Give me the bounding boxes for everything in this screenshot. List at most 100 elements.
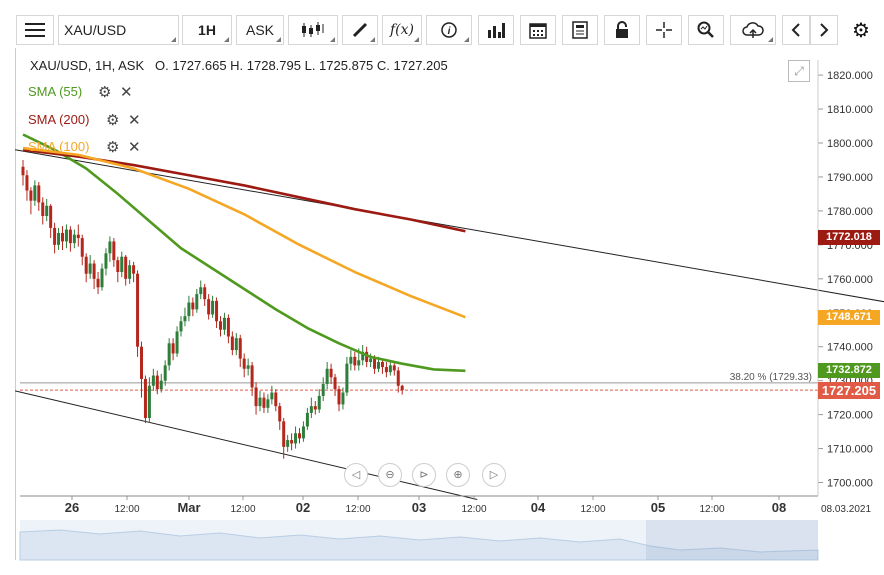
candle-body — [377, 361, 380, 369]
candle — [388, 360, 392, 376]
gear-icon[interactable]: ⚙ — [106, 139, 120, 156]
candle — [92, 260, 96, 289]
candle — [191, 297, 195, 317]
x-tick-label: 26 — [65, 500, 79, 515]
nav-next-button[interactable]: ▷ — [482, 463, 506, 487]
sma-line[interactable] — [22, 146, 466, 319]
trendline[interactable] — [15, 149, 884, 313]
volume-button[interactable] — [478, 15, 514, 45]
price-type-select[interactable]: ASK — [236, 15, 284, 45]
candle — [151, 368, 155, 391]
calendar-button[interactable] — [520, 15, 556, 45]
candle — [305, 407, 309, 430]
candle — [116, 256, 120, 283]
expand-button[interactable]: ⤢ — [788, 60, 810, 82]
indicator-sma-100[interactable]: SMA (100) ⚙ ✕ — [28, 139, 141, 156]
candle — [33, 180, 37, 206]
bar-chart-icon — [488, 23, 505, 38]
draw-tool-button[interactable] — [342, 15, 378, 45]
candle-body — [266, 399, 270, 408]
ohlc-readout: XAU/USD, 1H, ASK O. 1727.665 H. 1728.795… — [30, 58, 448, 73]
candle-body — [199, 287, 203, 295]
close-icon[interactable]: ✕ — [120, 84, 133, 101]
y-tick-label: 1780.000 — [827, 206, 873, 218]
candle — [258, 390, 262, 412]
candle — [25, 170, 29, 201]
candle-body — [290, 440, 294, 444]
timeframe-select[interactable]: 1H — [182, 15, 232, 45]
y-tick-label: 1760.000 — [827, 274, 873, 286]
price-tag: 1732.872 — [818, 363, 880, 379]
candle — [290, 433, 294, 451]
y-tick-label: 1720.000 — [827, 410, 873, 422]
close-icon[interactable]: ✕ — [128, 139, 141, 156]
indicator-sma-55[interactable]: SMA (55) ⚙ ✕ — [28, 84, 133, 101]
candle-body — [37, 185, 41, 203]
candle — [132, 261, 136, 283]
info-button[interactable]: i — [426, 15, 472, 45]
svg-text:i: i — [448, 26, 451, 37]
indicators-button[interactable]: f(x) — [382, 15, 422, 45]
candle-body — [301, 426, 305, 439]
candle-body — [238, 338, 242, 359]
candle-body — [341, 392, 345, 405]
candle-body — [361, 351, 365, 361]
close-icon[interactable]: ✕ — [128, 112, 141, 129]
candle-body — [175, 331, 179, 354]
zoom-button[interactable] — [688, 15, 724, 45]
gear-icon[interactable]: ⚙ — [106, 112, 120, 129]
y-tick-label: 1710.000 — [827, 444, 873, 456]
candle-body — [128, 265, 132, 279]
export-button[interactable] — [730, 15, 776, 45]
candle — [80, 234, 84, 266]
candle — [163, 360, 167, 386]
settings-button[interactable]: ⚙ — [846, 15, 876, 45]
navigator-window[interactable] — [646, 520, 818, 560]
chart-type-button[interactable] — [288, 15, 338, 45]
nav-zoom-out-button[interactable]: ⊖ — [378, 463, 402, 487]
candle — [199, 280, 203, 300]
trendline[interactable] — [14, 390, 478, 500]
candle-body — [400, 385, 404, 391]
news-button[interactable] — [562, 15, 598, 45]
menu-button[interactable] — [16, 15, 54, 45]
cloud-upload-icon — [742, 22, 764, 38]
lock-button[interactable] — [604, 15, 640, 45]
nav-fit-button[interactable]: ⊳ — [412, 463, 436, 487]
candle — [230, 331, 234, 356]
y-tick-label: 1800.000 — [827, 138, 873, 150]
sma-line[interactable] — [22, 133, 466, 373]
y-axis: 1700.0001710.0001720.0001730.0001740.000… — [818, 70, 873, 490]
scroll-left-button[interactable] — [782, 15, 810, 45]
candle-body — [215, 300, 219, 322]
crosshair-button[interactable] — [646, 15, 682, 45]
symbol-select[interactable]: XAU/USD — [58, 15, 179, 45]
candle-body — [203, 287, 207, 300]
candle — [286, 434, 290, 452]
candle-body — [321, 384, 325, 396]
candle — [155, 370, 159, 395]
candle — [49, 204, 53, 239]
candle-body — [104, 253, 108, 269]
candle-body — [171, 343, 175, 354]
gear-icon[interactable]: ⚙ — [98, 84, 112, 101]
candle — [88, 255, 92, 279]
candle — [29, 187, 33, 215]
candle-body — [242, 358, 246, 369]
indicator-sma-200[interactable]: SMA (200) ⚙ ✕ — [28, 112, 141, 129]
candle-body — [325, 368, 329, 385]
lock-icon — [616, 21, 628, 38]
candle-body — [155, 375, 159, 390]
nav-zoom-in-button[interactable]: ⊕ — [446, 463, 470, 487]
candle — [238, 334, 242, 368]
candle — [349, 350, 353, 371]
scroll-right-button[interactable] — [810, 15, 838, 45]
indicator-label: SMA (55) — [28, 84, 83, 99]
info-icon: i — [441, 22, 457, 38]
candle-body — [61, 232, 64, 242]
candle — [108, 236, 112, 262]
candle-body — [96, 278, 100, 288]
x-tick-label: 12:00 — [461, 504, 486, 515]
nav-prev-button[interactable]: ◁ — [344, 463, 368, 487]
